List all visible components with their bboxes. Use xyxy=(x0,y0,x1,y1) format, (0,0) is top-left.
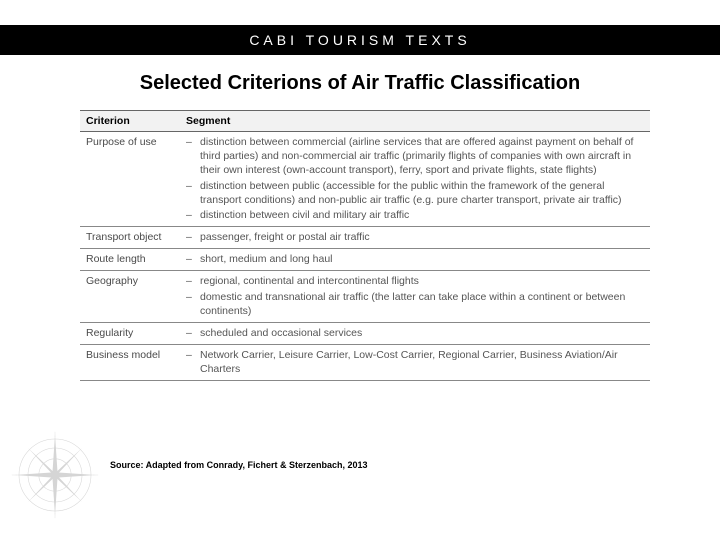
segment-line: –regional, continental and intercontinen… xyxy=(186,274,644,288)
segment-line: –passenger, freight or postal air traffi… xyxy=(186,230,644,244)
dash-icon: – xyxy=(186,348,200,362)
segment-line: –short, medium and long haul xyxy=(186,252,644,266)
dash-icon: – xyxy=(186,290,200,304)
segment-line: –distinction between public (accessible … xyxy=(186,179,644,207)
segment-line: –domestic and transnational air traffic … xyxy=(186,290,644,318)
segment-line: –distinction between commercial (airline… xyxy=(186,135,644,178)
col-header-segment: Segment xyxy=(180,111,650,132)
segment-text: regional, continental and intercontinent… xyxy=(200,274,644,288)
criterion-cell: Route length xyxy=(80,249,180,271)
segment-text: distinction between commercial (airline … xyxy=(200,135,644,178)
segment-text: passenger, freight or postal air traffic xyxy=(200,230,644,244)
table-row: Business model–Network Carrier, Leisure … xyxy=(80,345,650,381)
segment-text: scheduled and occasional services xyxy=(200,326,644,340)
dash-icon: – xyxy=(186,208,200,222)
classification-table: Criterion Segment Purpose of use–distinc… xyxy=(80,110,650,381)
segment-text: short, medium and long haul xyxy=(200,252,644,266)
col-header-criterion: Criterion xyxy=(80,111,180,132)
segment-line: –scheduled and occasional services xyxy=(186,326,644,340)
dash-icon: – xyxy=(186,326,200,340)
segment-cell: –passenger, freight or postal air traffi… xyxy=(180,227,650,249)
dash-icon: – xyxy=(186,274,200,288)
header-label: CABI TOURISM TEXTS xyxy=(249,32,470,48)
criterion-cell: Business model xyxy=(80,345,180,381)
segment-cell: –regional, continental and intercontinen… xyxy=(180,271,650,323)
criterion-cell: Purpose of use xyxy=(80,132,180,227)
dash-icon: – xyxy=(186,135,200,149)
header-bar: CABI TOURISM TEXTS xyxy=(0,25,720,55)
segment-text: distinction between civil and military a… xyxy=(200,208,644,222)
dash-icon: – xyxy=(186,230,200,244)
segment-text: domestic and transnational air traffic (… xyxy=(200,290,644,318)
dash-icon: – xyxy=(186,252,200,266)
segment-text: Network Carrier, Leisure Carrier, Low-Co… xyxy=(200,348,644,376)
criterion-cell: Regularity xyxy=(80,322,180,344)
segment-text: distinction between public (accessible f… xyxy=(200,179,644,207)
segment-cell: –scheduled and occasional services xyxy=(180,322,650,344)
table-row: Regularity–scheduled and occasional serv… xyxy=(80,322,650,344)
criterion-cell: Transport object xyxy=(80,227,180,249)
segment-cell: –short, medium and long haul xyxy=(180,249,650,271)
source-citation: Source: Adapted from Conrady, Fichert & … xyxy=(110,460,368,470)
table-row: Purpose of use–distinction between comme… xyxy=(80,132,650,227)
table-row: Transport object–passenger, freight or p… xyxy=(80,227,650,249)
segment-line: –Network Carrier, Leisure Carrier, Low-C… xyxy=(186,348,644,376)
segment-cell: –distinction between commercial (airline… xyxy=(180,132,650,227)
table-row: Geography–regional, continental and inte… xyxy=(80,271,650,323)
segment-line: –distinction between civil and military … xyxy=(186,208,644,222)
segment-cell: –Network Carrier, Leisure Carrier, Low-C… xyxy=(180,345,650,381)
table-row: Route length–short, medium and long haul xyxy=(80,249,650,271)
page-title: Selected Criterions of Air Traffic Class… xyxy=(0,72,720,95)
criterion-cell: Geography xyxy=(80,271,180,323)
dash-icon: – xyxy=(186,179,200,193)
compass-icon xyxy=(10,430,100,520)
